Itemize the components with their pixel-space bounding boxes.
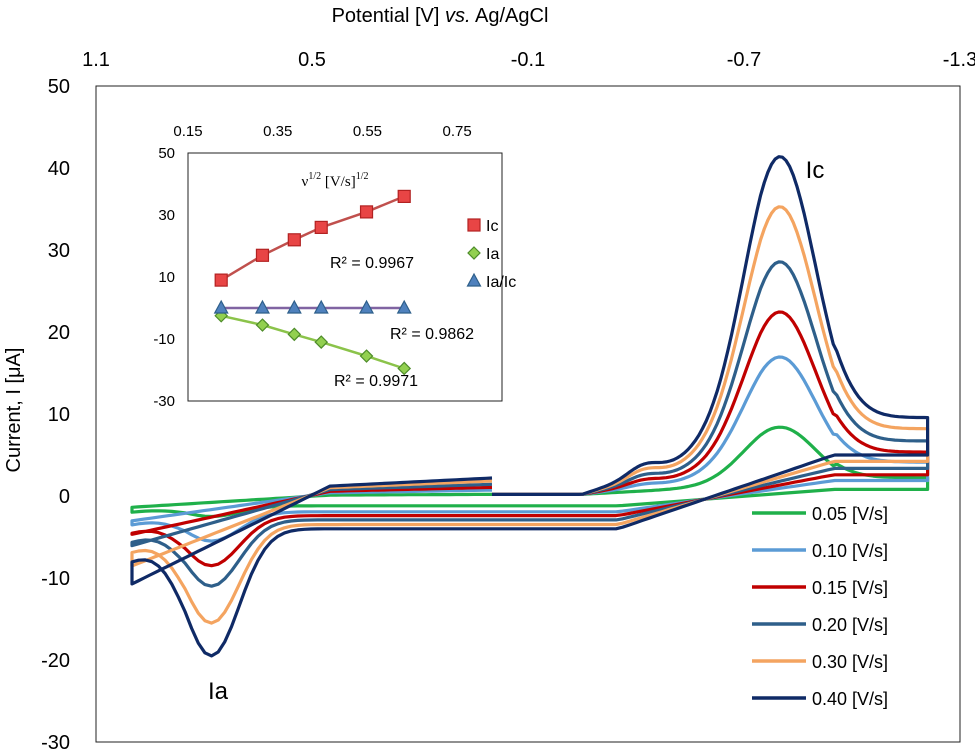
legend-label: 0.30 [V/s] — [812, 652, 888, 672]
inset-point — [287, 327, 302, 342]
inset-y-tick-label: -10 — [153, 331, 175, 348]
inset-y-ticks: 50 30 10 -10 -30 — [153, 145, 175, 410]
inset-legend-marker — [467, 218, 481, 232]
main-y-tick-label: 10 — [48, 404, 70, 426]
inset-point — [314, 220, 328, 234]
legend-label: 0.05 [V/s] — [812, 504, 888, 524]
main-x-axis-title-italic: vs. — [445, 5, 471, 27]
inset-y-tick-label: 30 — [158, 207, 175, 224]
inset-point — [397, 361, 412, 376]
main-y-tick-label: -10 — [41, 568, 70, 590]
inset-x-tick-label: 0.55 — [353, 123, 382, 140]
peak-label-ia: Ia — [208, 678, 229, 705]
main-plot-frame — [95, 85, 961, 743]
inset-background — [128, 113, 516, 415]
inset-x-tick-label: 0.15 — [173, 123, 202, 140]
inset-legend-marker — [467, 246, 481, 260]
inset-legend-label: Ic — [486, 218, 498, 235]
main-y-tick-label: 50 — [48, 76, 70, 98]
inset-point — [286, 299, 302, 314]
inset-y-tick-label: -30 — [153, 393, 175, 410]
inset-point — [254, 299, 270, 314]
main-legend: 0.05 [V/s] 0.10 [V/s] 0.15 [V/s] 0.20 [V/s]… — [752, 504, 888, 709]
peak-label-ic: Ic — [806, 157, 825, 184]
inset-point — [359, 205, 374, 219]
main-x-tick-label: 1.1 — [82, 49, 110, 71]
main-x-axis-title-prefix: Potential [V] — [332, 5, 445, 27]
inset-point — [287, 233, 301, 247]
main-y-tick-label: 20 — [48, 322, 70, 344]
main-y-ticks: 50 40 30 20 10 0 -10 -20 -30 — [41, 76, 70, 752]
inset-point — [397, 189, 411, 203]
inset-point — [255, 318, 270, 332]
legend-label: 0.40 [V/s] — [812, 689, 888, 709]
main-x-tick-label: 0.5 — [298, 49, 326, 71]
inset-x-tick-label: 0.75 — [443, 123, 472, 140]
inset-series-group — [213, 189, 412, 376]
main-x-ticks: 1.1 0.5 -0.1 -0.7 -1.3 — [82, 49, 975, 71]
inset-point — [214, 273, 228, 287]
main-x-tick-label: -0.1 — [511, 49, 545, 71]
main-x-axis-title-suffix: Ag/AgCl — [471, 5, 549, 27]
inset-legend-label: Ia — [486, 246, 499, 263]
main-y-tick-label: -20 — [41, 650, 70, 672]
inset-point — [359, 349, 374, 363]
main-x-axis-title: Potential [V] vs. Ag/AgCl — [332, 5, 549, 27]
inset-r2-labels: R² = 0.9967 R² = 0.9971 R² = 0.9862 — [330, 255, 474, 390]
legend-label: 0.10 [V/s] — [812, 541, 888, 561]
inset-legend: Ic Ia Ia/Ic — [466, 218, 516, 291]
inset-point — [313, 299, 329, 314]
inset-x-tick-label: 0.35 — [263, 123, 292, 140]
inset-legend-marker — [466, 272, 482, 287]
inset-x-ticks: 0.15 0.35 0.55 0.75 — [173, 123, 471, 140]
inset-r2-label: R² = 0.9971 — [334, 373, 418, 390]
inset-r2-label: R² = 0.9862 — [390, 326, 474, 343]
inset-point — [314, 335, 329, 349]
inset-trendline-ia — [220, 314, 405, 370]
main-series-group — [130, 155, 930, 658]
main-y-tick-label: 0 — [59, 486, 70, 508]
inset-legend-label: Ia/Ic — [486, 274, 516, 291]
inset-plot-frame — [187, 152, 503, 402]
inset-point — [396, 299, 412, 314]
main-y-tick-label: 30 — [48, 240, 70, 262]
inset-chart: ν1/2 [V/s]1/2 0.15 0.35 0.55 0.75 503010-10… — [128, 113, 516, 415]
main-y-axis-title: Current, I [μA] — [3, 348, 25, 473]
main-x-tick-label: -1.3 — [943, 49, 975, 71]
inset-r2-label: R² = 0.9967 — [330, 255, 414, 272]
inset-point — [213, 299, 229, 314]
voltammogram-curve-6 — [130, 155, 930, 658]
main-x-tick-label: -0.7 — [727, 49, 761, 71]
main-y-tick-label: 40 — [48, 158, 70, 180]
inset-point — [359, 299, 375, 314]
legend-label: 0.20 [V/s] — [812, 615, 888, 635]
legend-label: 0.15 [V/s] — [812, 578, 888, 598]
inset-y-tick-label: 50 — [158, 145, 175, 162]
inset-point — [255, 248, 270, 262]
inset-y-tick-label: 10 — [158, 269, 175, 286]
main-y-tick-label: -30 — [41, 732, 70, 752]
